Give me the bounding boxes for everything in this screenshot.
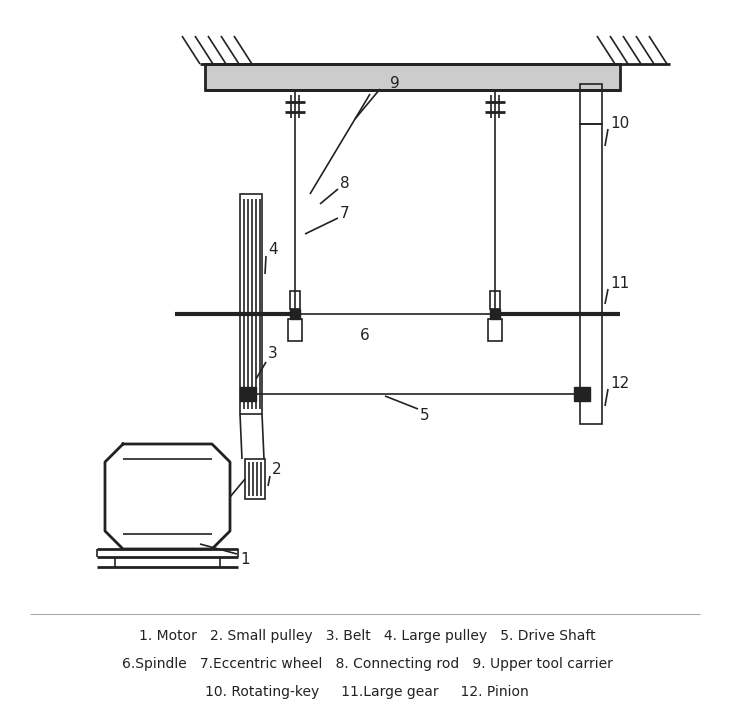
Text: 9: 9 <box>390 77 400 91</box>
Bar <box>205 64 620 90</box>
Bar <box>490 309 500 319</box>
Bar <box>245 459 265 499</box>
Text: 6.Spindle   7.Eccentric wheel   8. Connecting rod   9. Upper tool carrier: 6.Spindle 7.Eccentric wheel 8. Connectin… <box>122 657 612 671</box>
Text: 12: 12 <box>610 376 629 392</box>
Bar <box>240 387 256 401</box>
Bar <box>580 84 602 124</box>
Text: 1: 1 <box>240 552 250 566</box>
Text: 7: 7 <box>340 206 349 222</box>
Text: 2: 2 <box>272 461 282 476</box>
Text: 8: 8 <box>340 177 349 192</box>
Bar <box>288 319 302 341</box>
Bar <box>580 124 602 424</box>
Text: 1. Motor   2. Small pulley   3. Belt   4. Large pulley   5. Drive Shaft: 1. Motor 2. Small pulley 3. Belt 4. Larg… <box>139 629 595 643</box>
Bar <box>490 291 500 309</box>
Text: 5: 5 <box>420 408 429 424</box>
Bar <box>488 319 502 341</box>
Text: 10: 10 <box>610 117 629 132</box>
Text: 6: 6 <box>360 329 370 343</box>
Bar <box>240 194 262 414</box>
Text: 4: 4 <box>268 242 277 256</box>
Bar <box>290 291 300 309</box>
Text: 11: 11 <box>610 277 629 292</box>
Text: 3: 3 <box>268 347 277 361</box>
Bar <box>574 387 590 401</box>
Text: 10. Rotating-key     11.Large gear     12. Pinion: 10. Rotating-key 11.Large gear 12. Pinio… <box>205 685 529 699</box>
Bar <box>290 309 300 319</box>
